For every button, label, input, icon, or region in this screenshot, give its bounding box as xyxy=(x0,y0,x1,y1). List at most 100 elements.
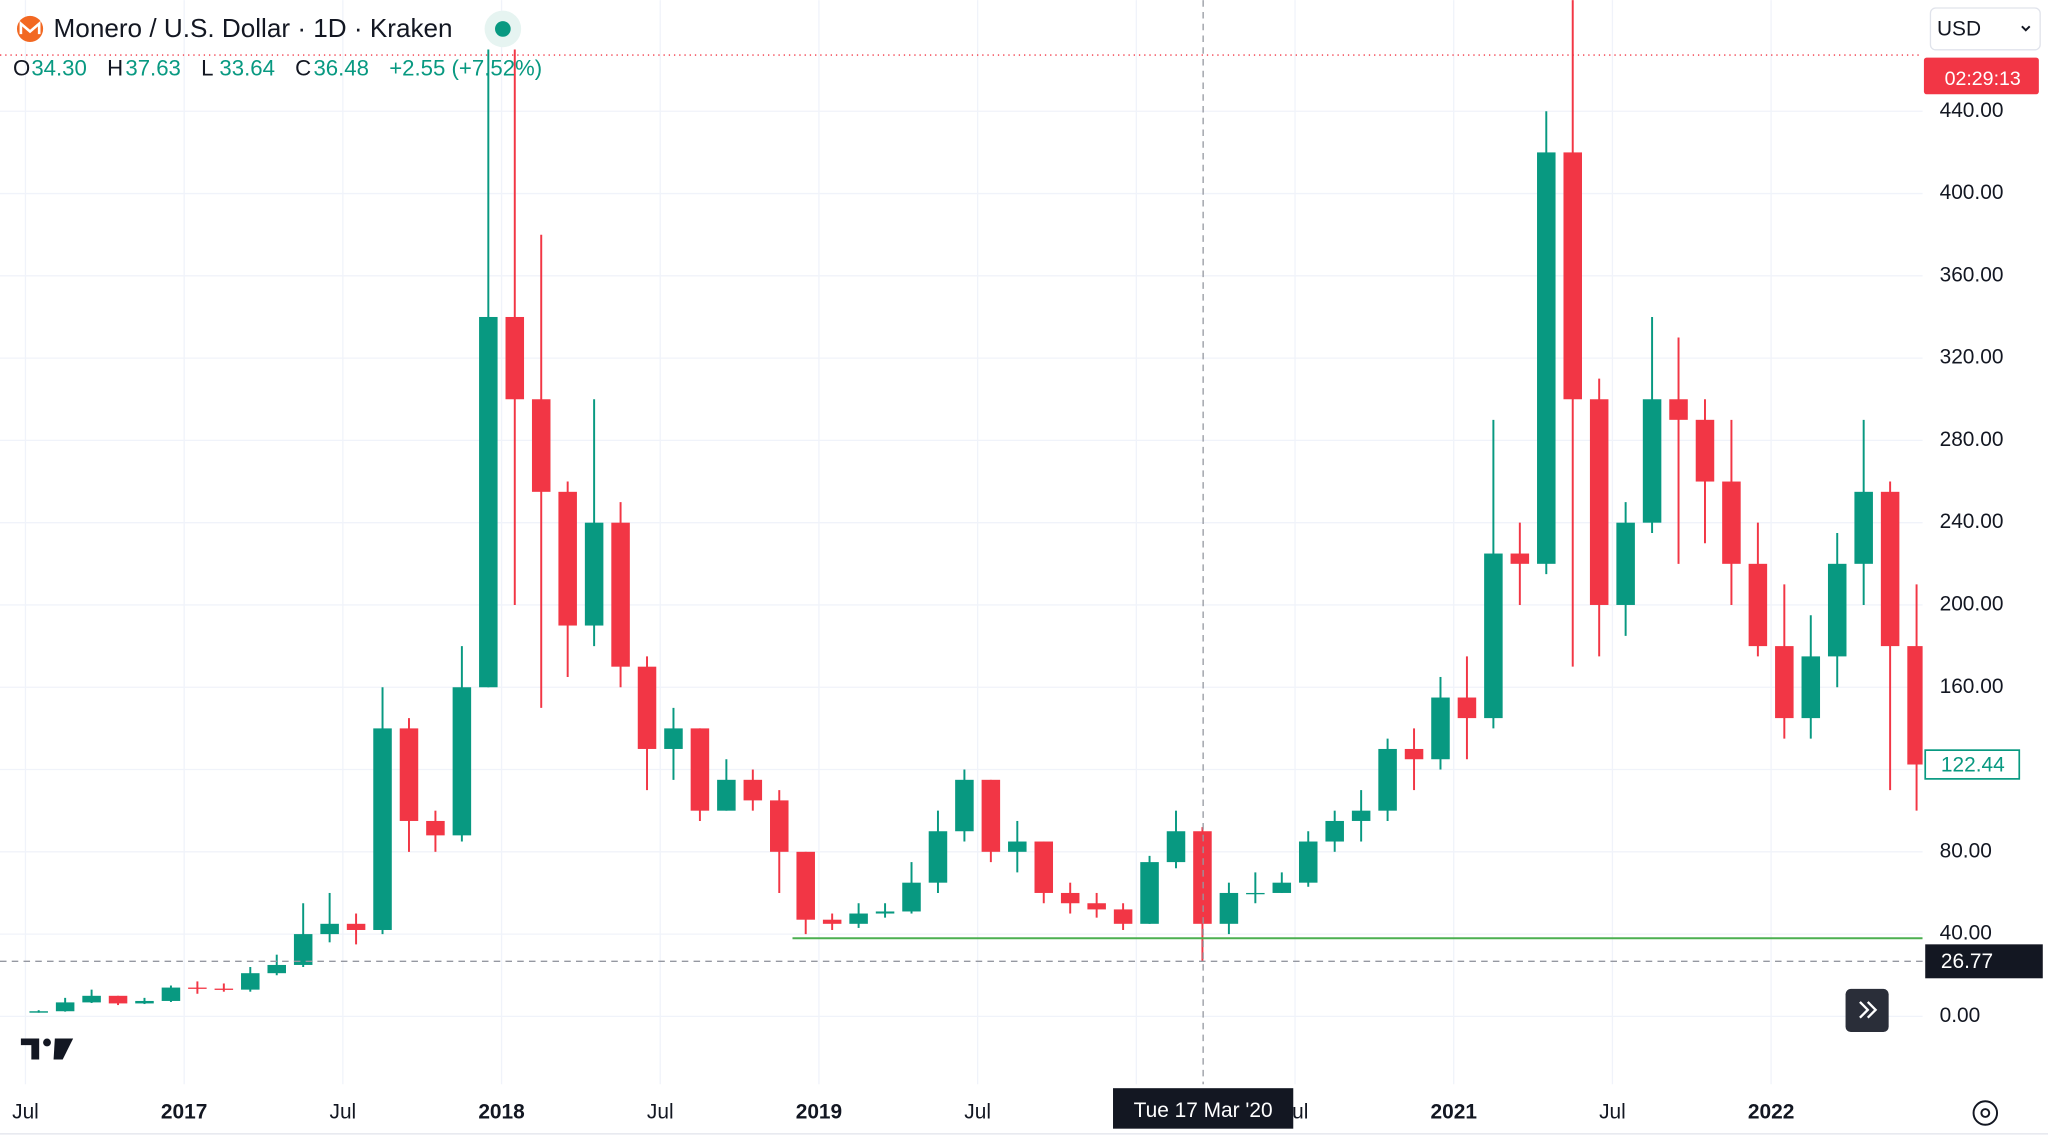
x-tick-label: Jul xyxy=(12,1101,39,1124)
ohlc-value: 34.30 xyxy=(31,55,87,80)
currency-select[interactable]: USD xyxy=(1929,7,2041,51)
candle-body xyxy=(1246,892,1265,895)
y-tick-label: 160.00 xyxy=(1940,675,2004,698)
candle-body xyxy=(1801,656,1821,719)
candle-body xyxy=(955,779,974,832)
tv-logo xyxy=(20,1038,74,1060)
y-tick-label: 80.00 xyxy=(1940,839,1992,862)
candle-body xyxy=(1404,748,1424,760)
y-tick-label: 440.00 xyxy=(1940,99,2004,122)
candle-body xyxy=(373,728,392,930)
candle-body xyxy=(637,666,657,749)
x-tick-label: 2017 xyxy=(161,1101,207,1124)
currency-box[interactable] xyxy=(1929,7,2041,51)
candle-body xyxy=(1563,152,1582,400)
crosshair-date: Tue 17 Mar '20 xyxy=(1134,1099,1273,1122)
ohlc-key: C xyxy=(295,55,311,80)
header: Monero / U.S. Dollar · 1D · Kraken O 34.3… xyxy=(13,10,542,80)
scroll-icon xyxy=(1859,1001,1878,1019)
candle-body xyxy=(849,913,868,924)
crosshair-date-box xyxy=(1113,1088,1294,1129)
candle-body xyxy=(293,934,313,965)
candle-body xyxy=(1907,646,1923,765)
candle-body xyxy=(426,820,445,836)
x-tick-label: Jul xyxy=(647,1101,674,1124)
candle-body xyxy=(82,995,101,1003)
change: +2.55 (+7.52%) xyxy=(389,55,542,80)
candle-body xyxy=(1140,862,1159,924)
candle-body xyxy=(1457,697,1477,719)
candle-body xyxy=(479,316,498,688)
candle-body xyxy=(1008,841,1027,852)
x-tick-label: 2019 xyxy=(796,1101,842,1124)
ohlc-value: 37.63 xyxy=(125,55,181,80)
candle-body xyxy=(875,911,895,914)
y-tick-label: 240.00 xyxy=(1940,510,2004,533)
crosshair-price-box xyxy=(1925,944,2043,979)
candle-body xyxy=(981,779,1001,852)
gear-center xyxy=(1980,1108,1991,1118)
candle-body xyxy=(214,988,234,990)
y-tick-label: 0.00 xyxy=(1940,1004,1981,1027)
candle-body xyxy=(55,1002,75,1012)
candle-body xyxy=(1616,522,1635,605)
candle-body xyxy=(1722,481,1741,564)
candle-body xyxy=(1087,903,1106,910)
y-tick-label: 360.00 xyxy=(1940,263,2004,286)
logo-part xyxy=(20,1038,40,1060)
ohlc-key: O xyxy=(13,55,30,80)
candle-body xyxy=(1854,491,1873,564)
candle-body xyxy=(1060,892,1080,904)
candle-body xyxy=(346,923,366,930)
countdown-box xyxy=(1923,57,2039,95)
chevron xyxy=(2021,25,2031,32)
candle-body xyxy=(1351,810,1371,821)
ohlc-key: H xyxy=(107,55,123,80)
currency[interactable]: USD xyxy=(1937,18,1981,41)
candle-body xyxy=(717,779,736,811)
candle-body xyxy=(399,728,419,821)
candle-body xyxy=(1193,831,1212,924)
candle-body xyxy=(1034,841,1054,893)
logo-part xyxy=(53,1038,74,1060)
settings-button[interactable] xyxy=(1972,1100,1999,1126)
candle-body xyxy=(1642,399,1662,523)
candle-body xyxy=(1431,697,1450,760)
ohlc-value: 33.64 xyxy=(219,55,275,80)
logo-part xyxy=(43,1038,51,1047)
candle-body xyxy=(452,687,472,836)
x-tick-label: 2018 xyxy=(478,1101,524,1124)
candle-body xyxy=(1880,491,1900,647)
candle-body xyxy=(611,522,630,667)
candle-body xyxy=(1272,882,1292,893)
x-tick-label: Jul xyxy=(1599,1101,1626,1124)
candle-body xyxy=(1589,399,1609,605)
candle-body xyxy=(320,923,339,935)
candle-body xyxy=(1484,553,1503,719)
y-tick-label: 200.00 xyxy=(1940,592,2004,615)
candle-body xyxy=(267,964,286,974)
coin-logo xyxy=(16,15,44,42)
candle-body xyxy=(770,800,789,852)
last-price-label: 122.44 xyxy=(1941,753,2005,776)
candle-body xyxy=(188,987,207,989)
candle-body xyxy=(1219,892,1239,924)
candle-body xyxy=(1298,841,1318,883)
candle-body xyxy=(108,995,128,1004)
candle-body xyxy=(135,1000,154,1004)
candle-body xyxy=(690,728,710,811)
last-price-box xyxy=(1924,749,2021,780)
candle-body xyxy=(29,1011,48,1013)
ohlc-value: 36.48 xyxy=(313,55,369,80)
gear[interactable] xyxy=(1972,1100,1999,1126)
countdown: 02:29:13 xyxy=(1945,68,2021,90)
grid xyxy=(0,0,1923,1085)
candle-body xyxy=(902,882,921,912)
x-tick-label: Jul xyxy=(964,1101,991,1124)
scroll-button[interactable] xyxy=(1845,988,1889,1033)
candle-body xyxy=(822,919,842,924)
candle-body xyxy=(1537,152,1556,564)
